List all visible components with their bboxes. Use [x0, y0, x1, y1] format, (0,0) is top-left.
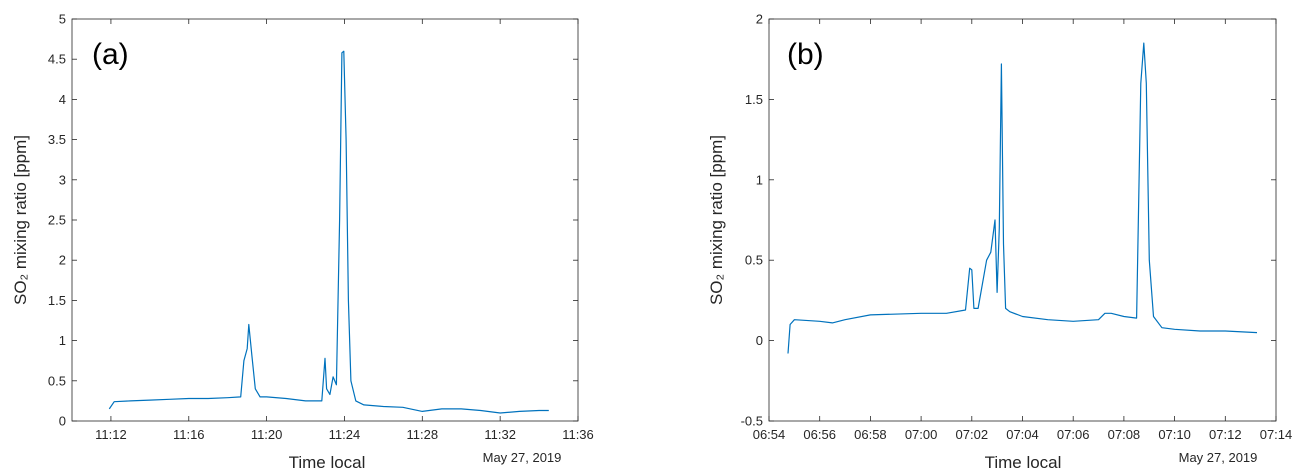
y-tick-label: 3 — [59, 172, 66, 187]
y-tick-label: 0 — [59, 414, 66, 429]
y-tick-label: 1.5 — [48, 293, 66, 308]
y-tick-label: 2 — [756, 12, 763, 27]
x-tick-label: 07:14 — [1260, 427, 1293, 442]
x-tick-label: 07:00 — [905, 427, 938, 442]
y-axis-label: SO₂ mixing ratio [ppm] — [11, 135, 30, 305]
x-tick-label: 07:04 — [1006, 427, 1039, 442]
y-tick-label: 5 — [59, 12, 66, 27]
y-tick-label: -0.5 — [741, 414, 763, 429]
y-tick-label: 2 — [59, 253, 66, 268]
y-tick-label: 1 — [59, 333, 66, 348]
x-axis-label: Time local — [985, 453, 1062, 471]
x-tick-label: 07:12 — [1209, 427, 1242, 442]
x-tick-label: 07:06 — [1057, 427, 1090, 442]
date-label: May 27, 2019 — [1179, 450, 1258, 465]
so2-series-line — [108, 50, 549, 414]
x-tick-label: 07:08 — [1108, 427, 1141, 442]
y-tick-label: 0.5 — [48, 373, 66, 388]
y-tick-label: 4.5 — [48, 52, 66, 67]
x-tick-label: 11:16 — [173, 427, 205, 442]
x-tick-label: 06:54 — [753, 427, 786, 442]
date-label: May 27, 2019 — [483, 450, 562, 465]
x-tick-label: 11:24 — [329, 427, 361, 442]
panel-label: (b) — [787, 38, 824, 71]
panel-label: (a) — [92, 38, 129, 71]
y-tick-label: 1.5 — [745, 92, 763, 107]
y-tick-label: 3.5 — [48, 132, 66, 147]
chart-panel-b: (b) Time local May 27, 2019 SO₂ mixing r… — [707, 12, 1292, 471]
x-axis-label: Time local — [289, 453, 366, 471]
y-tick-label: 0 — [756, 333, 763, 348]
y-tick-label: 2.5 — [48, 213, 66, 228]
y-tick-label: 1 — [756, 172, 763, 187]
x-tick-label: 06:56 — [803, 427, 836, 442]
x-tick-label: 11:20 — [251, 427, 283, 442]
y-tick-label: 4 — [59, 92, 66, 107]
x-tick-label: 11:12 — [95, 427, 127, 442]
x-tick-label: 07:10 — [1158, 427, 1191, 442]
y-tick-label: 0.5 — [745, 253, 763, 268]
chart-panel-a: (a) Time local May 27, 2019 SO₂ mixing r… — [11, 12, 594, 471]
x-tick-label: 11:28 — [407, 427, 439, 442]
y-axis-label: SO₂ mixing ratio [ppm] — [707, 135, 726, 305]
x-tick-label: 07:02 — [956, 427, 989, 442]
x-tick-label: 11:32 — [484, 427, 516, 442]
x-tick-label: 11:36 — [562, 427, 594, 442]
so2-series-line — [787, 42, 1258, 354]
axes-frame — [768, 18, 1277, 422]
x-tick-label: 06:58 — [854, 427, 887, 442]
